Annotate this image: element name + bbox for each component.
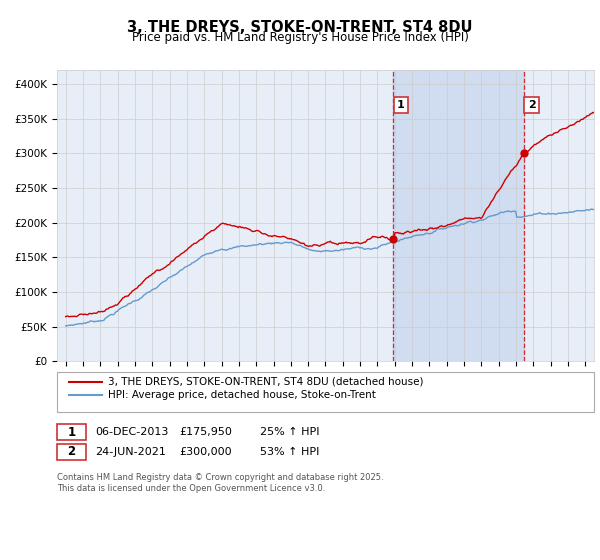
Text: 53% ↑ HPI: 53% ↑ HPI	[260, 447, 319, 457]
Text: 3, THE DREYS, STOKE-ON-TRENT, ST4 8DU (detached house): 3, THE DREYS, STOKE-ON-TRENT, ST4 8DU (d…	[108, 377, 424, 387]
Text: 1: 1	[67, 426, 76, 439]
Text: 3, THE DREYS, STOKE-ON-TRENT, ST4 8DU: 3, THE DREYS, STOKE-ON-TRENT, ST4 8DU	[127, 20, 473, 35]
Text: HPI: Average price, detached house, Stoke-on-Trent: HPI: Average price, detached house, Stok…	[108, 390, 376, 400]
Text: 1: 1	[397, 100, 404, 110]
Text: 2: 2	[528, 100, 536, 110]
Text: 24-JUN-2021: 24-JUN-2021	[95, 447, 166, 457]
Text: 06-DEC-2013: 06-DEC-2013	[95, 427, 168, 437]
Text: 25% ↑ HPI: 25% ↑ HPI	[260, 427, 319, 437]
Text: £175,950: £175,950	[179, 427, 232, 437]
Text: £300,000: £300,000	[179, 447, 232, 457]
Text: Contains HM Land Registry data © Crown copyright and database right 2025.
This d: Contains HM Land Registry data © Crown c…	[57, 473, 383, 493]
Text: 2: 2	[67, 445, 76, 459]
Text: Price paid vs. HM Land Registry's House Price Index (HPI): Price paid vs. HM Land Registry's House …	[131, 31, 469, 44]
Bar	[394, 70, 524, 361]
